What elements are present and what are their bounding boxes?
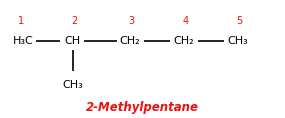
Text: 1: 1 xyxy=(18,16,25,26)
Text: 4: 4 xyxy=(182,16,188,26)
Text: CH₃: CH₃ xyxy=(228,36,248,46)
Text: 2: 2 xyxy=(71,16,77,26)
Text: CH₃: CH₃ xyxy=(62,80,83,90)
Text: CH₂: CH₂ xyxy=(119,36,140,46)
Text: CH: CH xyxy=(65,36,81,46)
Text: 2-Methylpentane: 2-Methylpentane xyxy=(86,101,199,114)
Text: 5: 5 xyxy=(236,16,243,26)
Text: 3: 3 xyxy=(128,16,134,26)
Text: CH₂: CH₂ xyxy=(174,36,194,46)
Text: H₃C: H₃C xyxy=(13,36,33,46)
